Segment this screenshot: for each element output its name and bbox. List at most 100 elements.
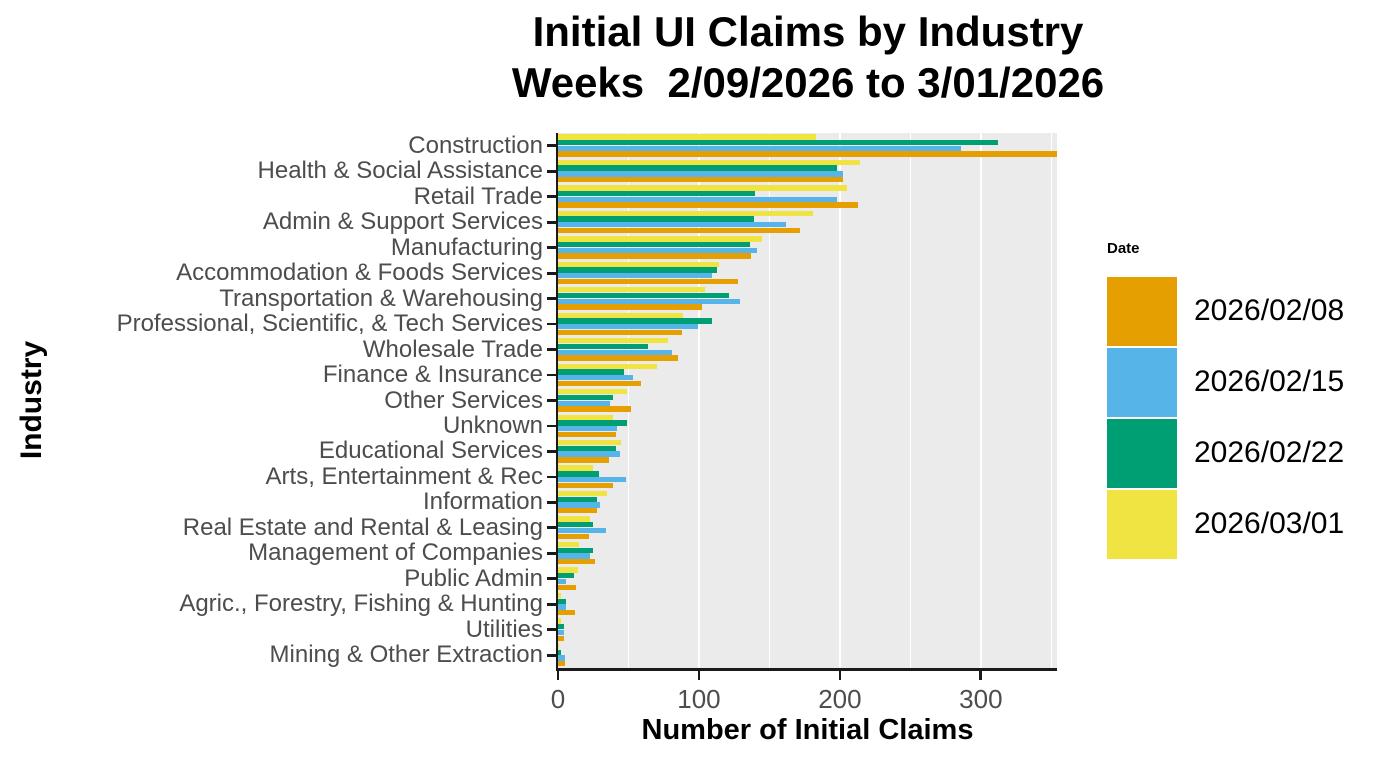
y-axis-tick (546, 501, 556, 504)
bar (558, 145, 962, 152)
y-axis-tick (546, 271, 556, 275)
bar (558, 338, 668, 344)
y-axis-label: Transportation & Warehousing (219, 284, 543, 312)
bar (558, 236, 763, 242)
bar (558, 273, 712, 279)
y-axis-label: Wholesale Trade (362, 335, 543, 363)
bar (558, 375, 633, 381)
y-axis-label: Professional, Scientific, & Tech Service… (116, 310, 543, 338)
legend-label: 2026/03/01 (1194, 507, 1345, 540)
bar (558, 380, 642, 387)
y-axis-tick (546, 551, 556, 555)
bar (558, 457, 609, 463)
bar (558, 196, 838, 203)
bar (558, 451, 621, 457)
y-axis-label: Educational Services (318, 437, 543, 465)
y-axis-label: Arts, Entertainment & Rec (265, 462, 543, 490)
y-axis-tick (546, 144, 556, 148)
legend: Date 2026/02/08 2026/02/15 2026/02/22 20… (1107, 240, 1390, 560)
bar (558, 253, 752, 259)
chart-title-line2: Weeks 2/09/2026 to 3/01/2026 (511, 59, 1105, 106)
bar (558, 584, 577, 590)
bar (558, 482, 613, 488)
bar (558, 222, 787, 228)
bar (558, 343, 649, 350)
bar (558, 553, 591, 559)
bar (558, 516, 591, 522)
legend-title: Date (1107, 240, 1140, 257)
x-axis-tick-label: 0 (550, 684, 566, 714)
bar (558, 151, 1057, 157)
bar (558, 610, 575, 616)
legend-label: 2026/02/22 (1194, 436, 1345, 469)
bar (558, 559, 595, 565)
y-axis-tick (546, 450, 556, 453)
bar (558, 508, 598, 514)
y-axis-tick (546, 373, 556, 377)
bar (558, 210, 814, 217)
y-axis-label: Mining & Other Extraction (269, 641, 543, 669)
bar (558, 471, 599, 477)
x-axis-tick (979, 670, 983, 680)
bar (558, 400, 611, 406)
y-axis-tick (546, 602, 556, 606)
gridline-minor (768, 133, 771, 668)
bar (558, 304, 702, 310)
gridline-major (697, 133, 701, 668)
bar (558, 624, 564, 630)
y-axis-tick (546, 348, 556, 351)
bar (558, 227, 801, 234)
bar (558, 247, 757, 253)
bar (558, 655, 566, 661)
bar (558, 578, 567, 585)
gridline-minor (1050, 133, 1053, 668)
legend-swatch (1107, 489, 1177, 559)
bar (558, 660, 566, 667)
y-axis-tick (546, 399, 556, 402)
bar (558, 176, 843, 183)
bar (558, 394, 613, 401)
y-axis-label: Management of Companies (248, 539, 543, 567)
bar (558, 522, 594, 528)
chart-title-line1: Initial UI Claims by Industry (532, 8, 1084, 55)
bar (558, 287, 705, 293)
bar (558, 445, 616, 452)
y-axis-line (555, 133, 558, 671)
bar (558, 573, 574, 579)
legend-item: 2026/02/08 (1107, 276, 1390, 346)
gridline-minor (627, 133, 630, 668)
legend-swatch (1107, 418, 1177, 488)
bar (558, 312, 684, 318)
legend-item: 2026/02/15 (1107, 347, 1390, 417)
bar (558, 527, 606, 534)
gridline-minor (909, 133, 912, 668)
y-axis-label: Utilities (465, 615, 543, 643)
bar (558, 425, 618, 432)
bar (558, 278, 739, 285)
bar (558, 369, 625, 375)
y-axis-tick (546, 322, 556, 326)
bar (558, 185, 847, 191)
y-axis-label: Retail Trade (413, 182, 543, 210)
bar (558, 406, 632, 412)
y-axis-label: Finance & Insurance (322, 361, 543, 389)
bar (558, 439, 622, 446)
y-axis-tick (546, 297, 556, 300)
bar (558, 598, 567, 604)
bar (558, 261, 719, 267)
bar (558, 389, 628, 395)
bar (558, 490, 608, 497)
bar (558, 140, 998, 146)
bar (558, 420, 628, 426)
y-axis-label: Construction (408, 131, 543, 159)
y-axis-label: Agric., Forestry, Fishing & Hunting (179, 590, 543, 618)
y-axis-tick (546, 424, 556, 428)
bar (558, 216, 754, 222)
x-axis-line (555, 668, 1057, 671)
bar (558, 476, 626, 483)
bar (558, 649, 561, 655)
bar (558, 202, 859, 208)
bar (558, 541, 580, 548)
bar (558, 643, 560, 650)
